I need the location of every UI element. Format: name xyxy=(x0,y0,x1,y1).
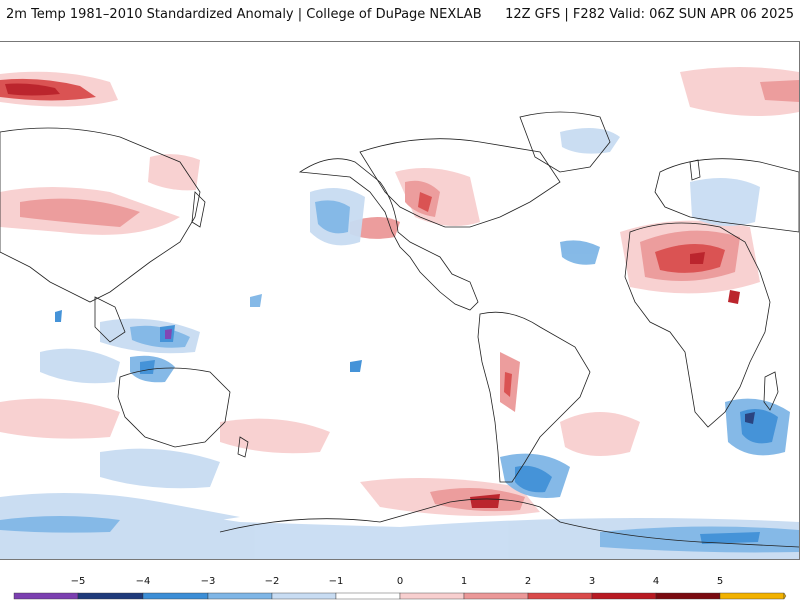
colorbar-svg xyxy=(13,592,787,600)
africa-outline xyxy=(624,222,771,428)
header: 2m Temp 1981–2010 Standardized Anomaly |… xyxy=(0,0,800,40)
colorbar-extend-high xyxy=(783,592,787,600)
colorbar-segment xyxy=(207,592,273,600)
model-run-info: 12Z GFS | F282 Valid: 06Z SUN APR 06 202… xyxy=(505,7,794,22)
colorbar-tick-label: 5 xyxy=(716,576,724,587)
south-america-outline xyxy=(477,311,591,483)
colorbar-segment xyxy=(591,592,657,600)
colorbar-tick-label: 3 xyxy=(588,576,596,587)
british-isles-outline xyxy=(689,159,701,181)
colorbar-tick-label: 4 xyxy=(652,576,660,587)
north-america-north-outline xyxy=(359,138,561,228)
australia-outline xyxy=(117,367,231,448)
colorbar xyxy=(0,560,800,600)
colorbar-segment xyxy=(77,592,144,600)
colorbar-segment xyxy=(335,592,401,600)
colorbar-segment xyxy=(527,592,593,600)
colorbar-tick-label: 0 xyxy=(396,576,404,587)
colorbar-segment xyxy=(399,592,465,600)
map-svg xyxy=(0,42,799,559)
colorbar-tick-label: 2 xyxy=(524,576,532,587)
new-zealand-outline xyxy=(237,436,249,458)
colorbar-tick-label: 1 xyxy=(460,576,468,587)
southeast-asia-outline xyxy=(94,296,126,343)
anomaly-map xyxy=(0,41,800,560)
colorbar-segment xyxy=(13,592,79,600)
colorbar-tick-label: −4 xyxy=(135,576,151,587)
north-america-outline xyxy=(298,158,479,311)
colorbar-segment xyxy=(463,592,529,600)
colorbar-tick-label: −5 xyxy=(70,576,86,587)
coastlines xyxy=(0,111,799,548)
cool-anomaly-shading xyxy=(0,128,799,559)
greenland-outline xyxy=(519,111,611,173)
colorbar-segment xyxy=(719,592,785,600)
colorbar-tick-label: −1 xyxy=(328,576,344,587)
japan-outline xyxy=(191,191,206,228)
antarctica-outline xyxy=(219,498,799,548)
map-title: 2m Temp 1981–2010 Standardized Anomaly |… xyxy=(6,7,482,22)
colorbar-segment xyxy=(655,592,721,600)
colorbar-tick-label: −3 xyxy=(200,576,216,587)
europe-outline xyxy=(654,158,799,233)
colorbar-segment xyxy=(142,592,209,600)
madagascar-outline xyxy=(763,371,779,411)
colorbar-segment xyxy=(271,592,337,600)
colorbar-tick-label: −2 xyxy=(264,576,280,587)
asia-outline xyxy=(0,127,201,303)
warm-anomaly-shading xyxy=(0,67,799,516)
